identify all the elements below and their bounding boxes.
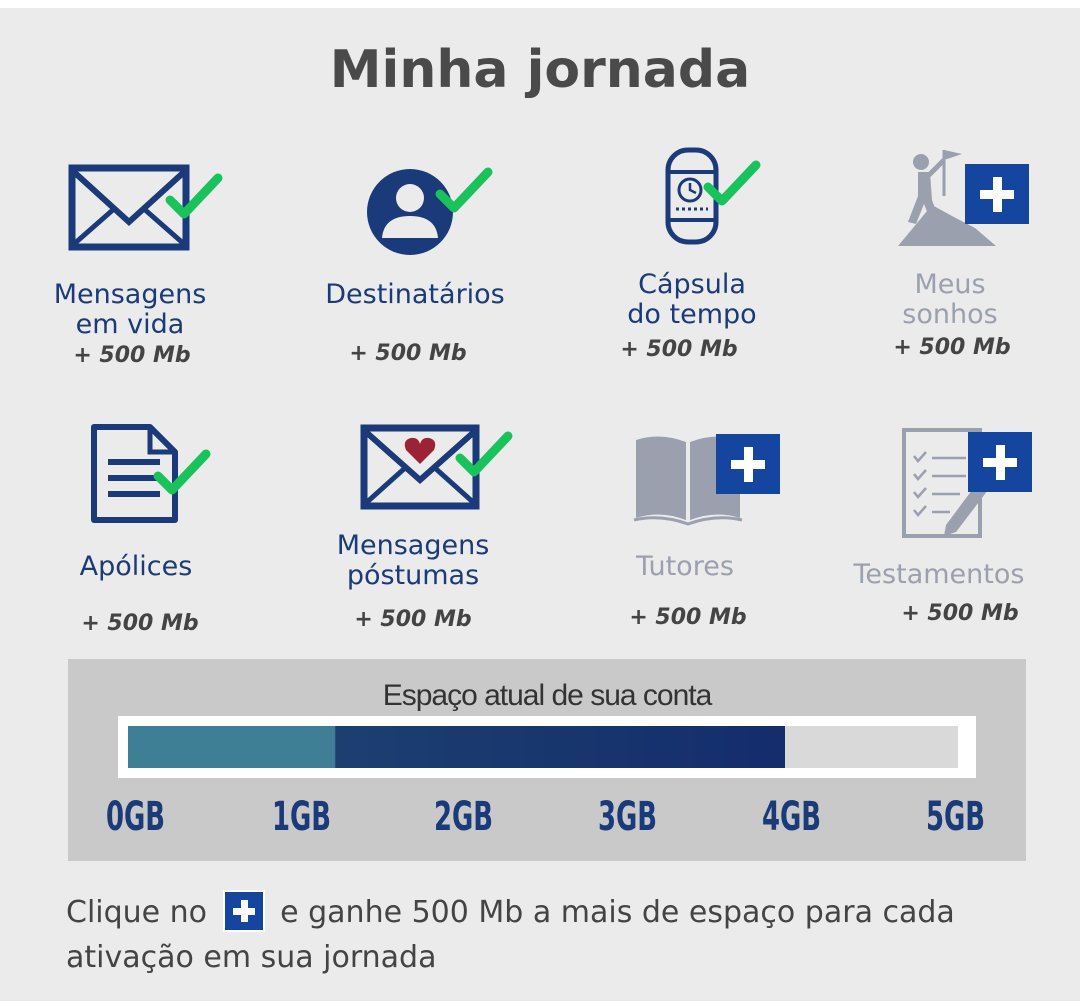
item-label-mensagens-em-vida: Mensagens em vida [0, 280, 260, 340]
time-capsule-icon[interactable] [665, 147, 756, 245]
tick-label: 5GB [926, 794, 986, 840]
item-label-tutores: Tutores [555, 552, 815, 582]
tick-label: 3GB [598, 794, 658, 840]
storage-bar-track [128, 726, 958, 768]
footer-text: Clique no e ganhe 500 Mb a mais de espaç… [66, 889, 1026, 980]
plus-icon [222, 889, 265, 932]
check-icon [440, 172, 488, 208]
plus-icon[interactable] [716, 434, 780, 494]
page-title: Minha jornada [329, 40, 751, 100]
user-icon[interactable] [367, 169, 488, 255]
item-bonus: + 500 Mb [901, 601, 1019, 626]
label-line: Mensagens póstumas [336, 530, 490, 591]
label-line: Meus sonhos [902, 269, 998, 330]
footer-before: Clique no [66, 895, 208, 930]
journey-icons [68, 147, 1032, 538]
item-label-apolices: Apólices [6, 552, 266, 582]
label-line: Apólices [79, 551, 193, 582]
storage-title: Espaço atual de sua conta [382, 679, 713, 712]
label-line: Mensagens em vida [53, 279, 207, 340]
item-label-testamentos: Testamentos [809, 560, 1069, 590]
mountain-flag-icon[interactable] [898, 150, 1029, 246]
plus-icon[interactable] [968, 432, 1032, 492]
item-label-meus-sonhos: Meus sonhos [820, 270, 1080, 330]
heart-envelope-icon[interactable] [360, 424, 508, 510]
checklist-icon[interactable] [902, 428, 1032, 538]
item-bonus: + 500 Mb [354, 607, 472, 632]
item-bonus: + 500 Mb [893, 335, 1011, 360]
item-bonus: + 500 Mb [629, 605, 747, 630]
item-bonus: + 500 Mb [620, 337, 738, 362]
book-icon[interactable] [633, 434, 780, 526]
label-line: Destinatários [325, 279, 505, 310]
label-line: Tutores [636, 551, 734, 582]
check-icon [170, 178, 218, 214]
storage-panel: Espaço atual de sua conta 0GB 1GB 2GB 3G… [68, 659, 1026, 861]
item-bonus: + 500 Mb [349, 341, 467, 366]
item-label-mensagens-postumas: Mensagens póstumas [283, 531, 543, 591]
label-line: Cápsula do tempo [627, 269, 757, 330]
item-label-capsula-do-tempo: Cápsula do tempo [562, 270, 822, 330]
document-icon[interactable] [91, 424, 206, 523]
check-icon [158, 454, 206, 490]
item-bonus: + 500 Mb [73, 343, 191, 368]
storage-bar-frame [118, 716, 976, 778]
tick-label: 0GB [106, 794, 166, 840]
tick-label: 2GB [434, 794, 494, 840]
footer-after: e ganhe 500 Mb a mais de espaço para cad… [66, 895, 955, 975]
label-line: Testamentos [853, 559, 1025, 590]
item-bonus: + 500 Mb [81, 611, 199, 636]
plus-icon[interactable] [965, 164, 1029, 224]
tick-label: 1GB [272, 794, 332, 840]
tick-label: 4GB [762, 794, 822, 840]
envelope-icon[interactable] [68, 164, 218, 251]
item-label-destinatarios: Destinatários [285, 280, 545, 310]
storage-bar-fill [128, 726, 786, 768]
